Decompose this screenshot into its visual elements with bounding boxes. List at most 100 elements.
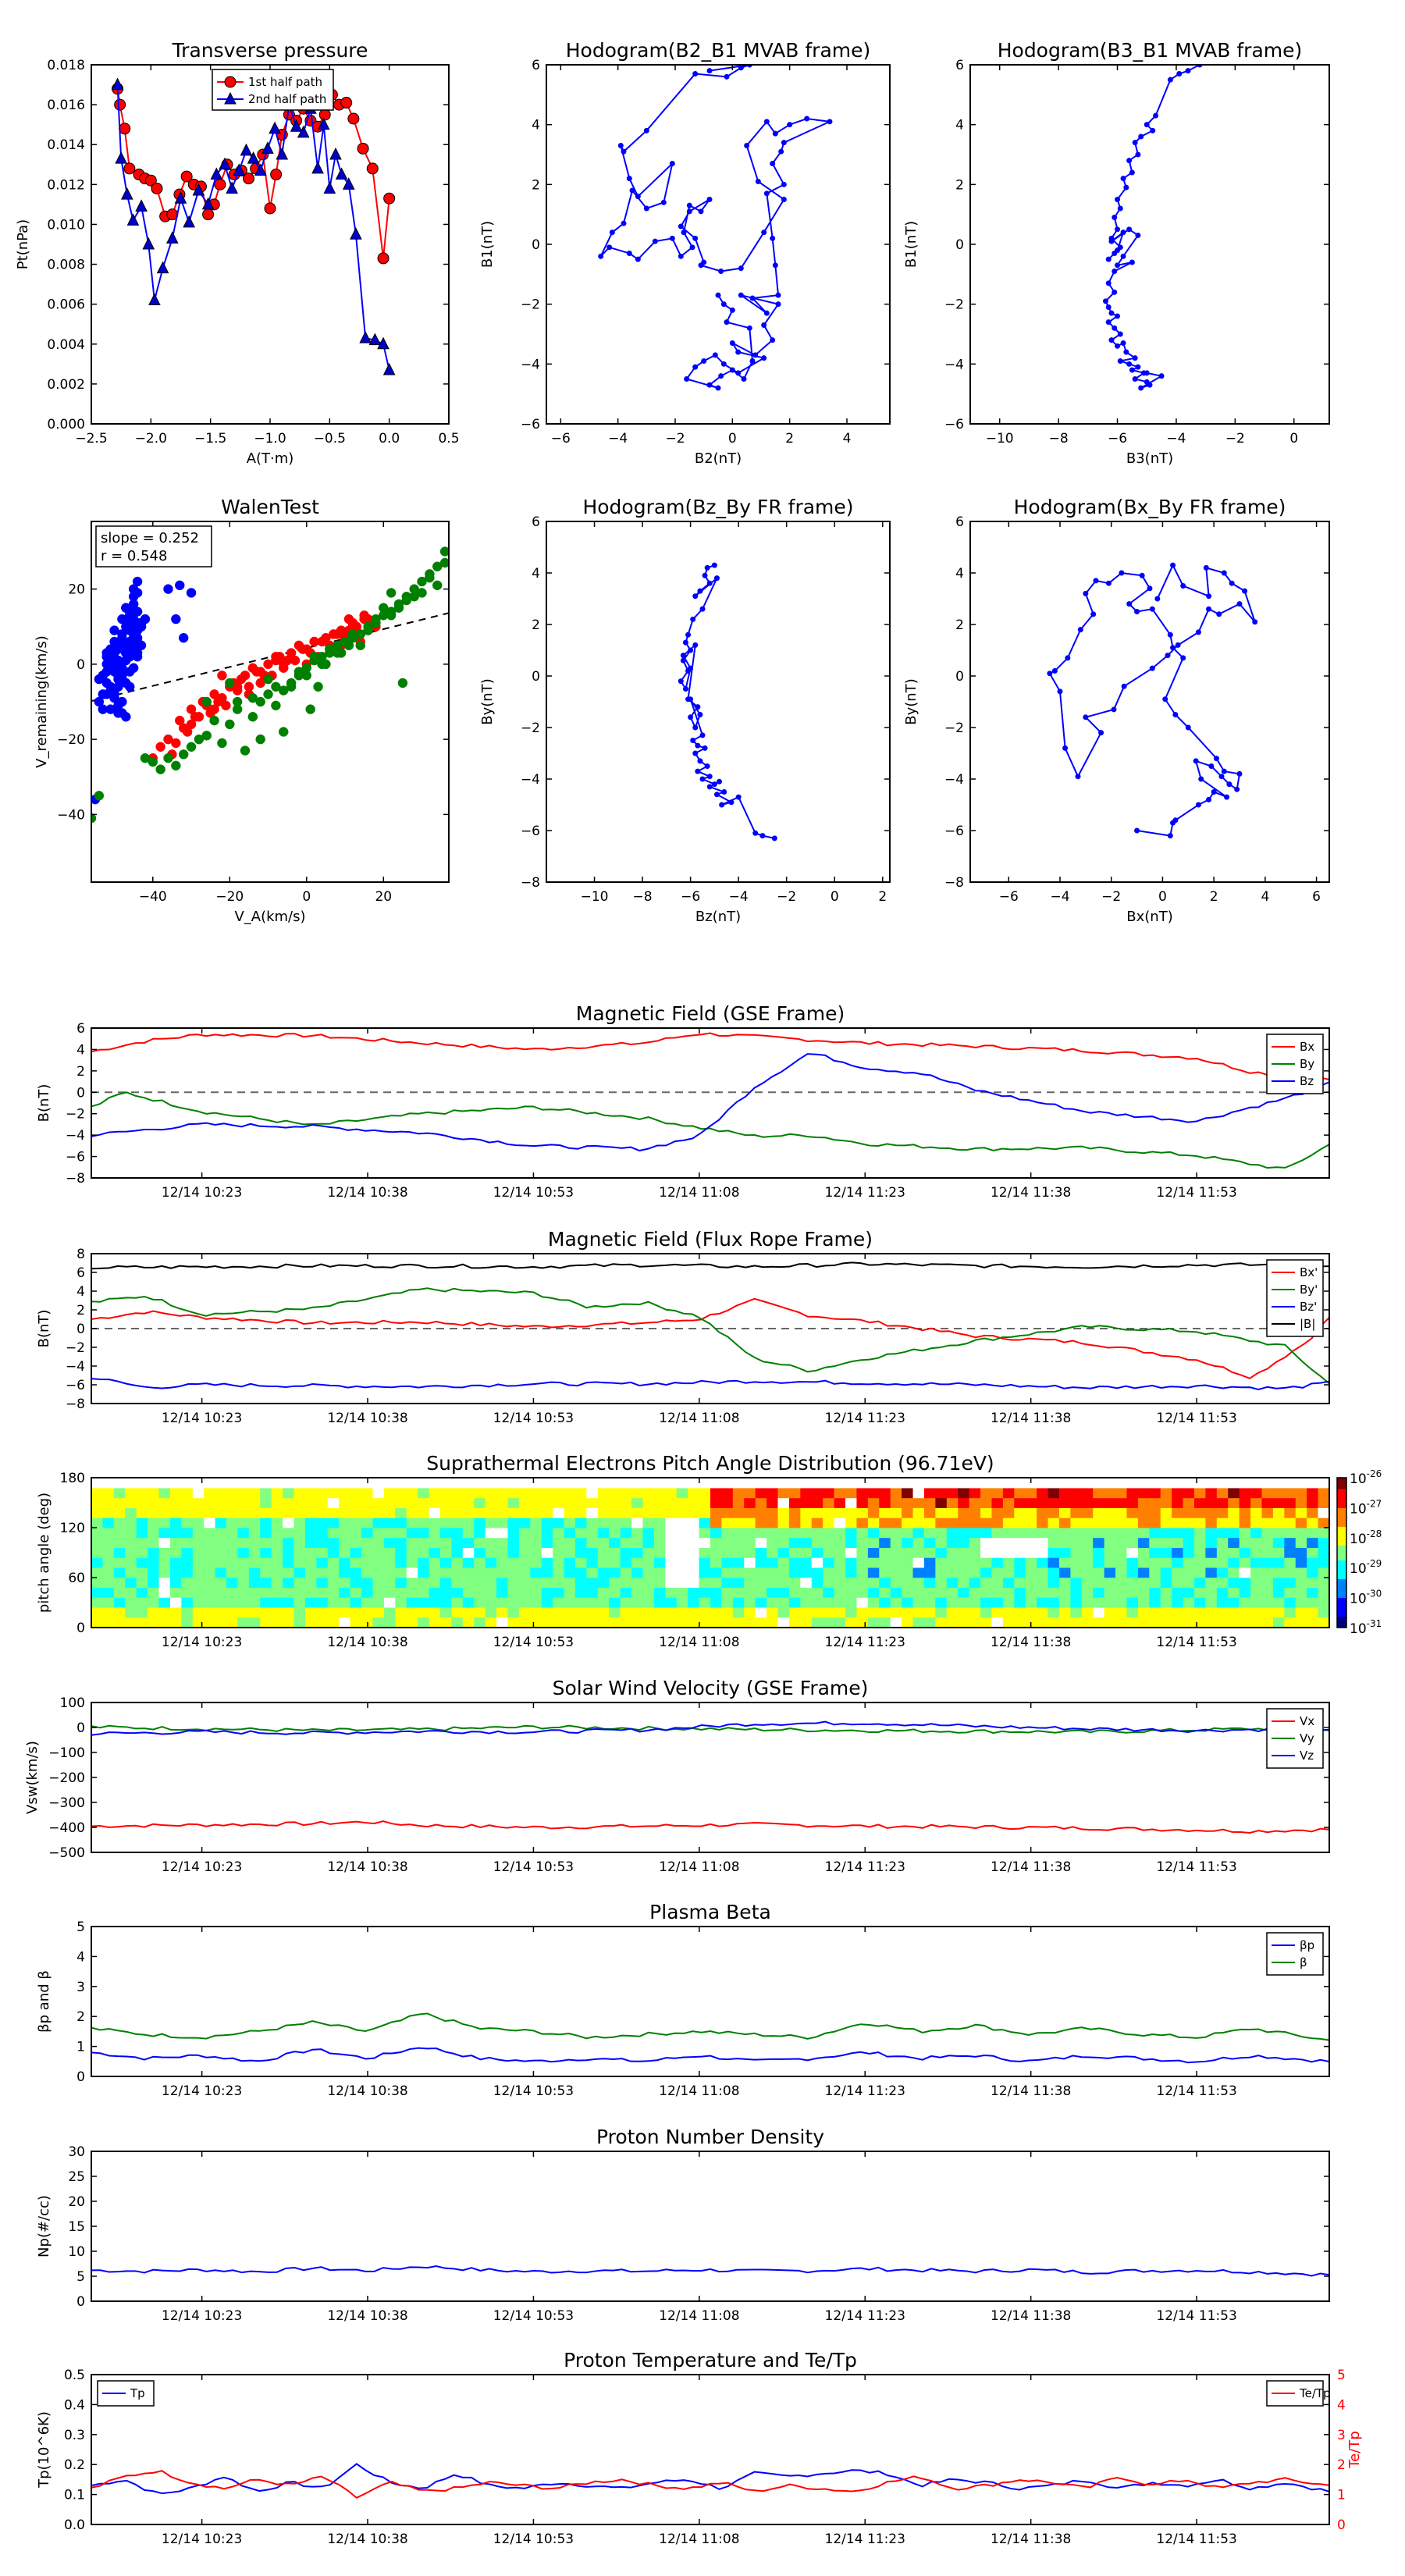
data-point bbox=[1185, 724, 1191, 731]
data-point bbox=[1132, 376, 1138, 382]
heat-cell bbox=[181, 1578, 194, 1589]
y-axis-label: B1(nT) bbox=[903, 221, 919, 268]
heat-cell bbox=[1160, 1597, 1172, 1609]
x-axis-label: Bz(nT) bbox=[695, 909, 741, 925]
heat-cell bbox=[653, 1607, 666, 1618]
heat-cell bbox=[507, 1557, 520, 1569]
heat-cell bbox=[800, 1597, 813, 1609]
data-point bbox=[1135, 364, 1141, 370]
heat-cell bbox=[372, 1507, 385, 1519]
colorbar-cell bbox=[1337, 1564, 1346, 1568]
legend-label: βp bbox=[1300, 1938, 1314, 1952]
data-point bbox=[643, 127, 649, 133]
heat-cell bbox=[372, 1587, 385, 1599]
colorbar-cell bbox=[1337, 1601, 1346, 1606]
heat-cell bbox=[462, 1567, 475, 1578]
chart-wt: WalenTest−40 −20 0 20−40−20020V_A(km/s)V_re… bbox=[34, 496, 450, 925]
heat-cell bbox=[226, 1538, 239, 1549]
data-point bbox=[309, 636, 319, 647]
heat-cell bbox=[553, 1488, 565, 1499]
heat-cell bbox=[541, 1507, 553, 1519]
heat-cell bbox=[158, 1567, 171, 1578]
data-point bbox=[621, 148, 627, 155]
heat-cell bbox=[226, 1528, 239, 1539]
data-point bbox=[247, 151, 260, 164]
data-point bbox=[755, 179, 761, 184]
heat-cell bbox=[237, 1528, 250, 1539]
heat-cell bbox=[902, 1517, 914, 1529]
heat-cell bbox=[811, 1538, 823, 1549]
heat-cell bbox=[507, 1547, 520, 1559]
data-point bbox=[366, 162, 379, 175]
heat-cell bbox=[1104, 1617, 1116, 1628]
heat-cell bbox=[553, 1607, 565, 1618]
heat-cell bbox=[609, 1538, 621, 1549]
heat-cell bbox=[1137, 1507, 1150, 1519]
heat-cell bbox=[811, 1617, 823, 1628]
heat-cell bbox=[1115, 1507, 1128, 1519]
heat-cell bbox=[237, 1617, 250, 1628]
x-axis-label: V_A(km/s) bbox=[234, 909, 305, 925]
heat-cell bbox=[1172, 1547, 1184, 1559]
data-point bbox=[132, 576, 143, 587]
heat-cell bbox=[136, 1488, 148, 1499]
heat-cell bbox=[800, 1578, 813, 1589]
y-tick-label: 0.006 bbox=[47, 297, 85, 313]
heat-cell bbox=[148, 1578, 160, 1589]
heat-cell bbox=[339, 1498, 351, 1509]
heat-cell bbox=[113, 1528, 126, 1539]
heat-cell bbox=[496, 1547, 509, 1559]
heat-cell bbox=[1250, 1567, 1263, 1578]
heat-cell bbox=[1137, 1488, 1150, 1499]
heat-cell bbox=[767, 1498, 779, 1509]
heat-cell bbox=[856, 1607, 869, 1618]
heat-cell bbox=[744, 1597, 756, 1609]
heat-cell bbox=[350, 1547, 362, 1559]
y-tick-label: −2 bbox=[521, 297, 540, 313]
data-point bbox=[598, 253, 604, 259]
heat-cell bbox=[541, 1517, 553, 1529]
data-point bbox=[689, 244, 695, 251]
data-point bbox=[335, 167, 348, 180]
heat-cell bbox=[181, 1528, 194, 1539]
heat-cell bbox=[586, 1517, 599, 1529]
heat-cell bbox=[283, 1538, 295, 1549]
heat-cell bbox=[969, 1488, 981, 1499]
data-point bbox=[271, 700, 281, 711]
data-point bbox=[763, 190, 770, 197]
y-tick-label: 6 bbox=[76, 1265, 85, 1281]
heat-cell bbox=[1193, 1578, 1206, 1589]
heat-cell bbox=[609, 1578, 621, 1589]
heat-cell bbox=[530, 1507, 542, 1519]
heat-cell bbox=[283, 1587, 295, 1599]
heat-cell bbox=[1104, 1528, 1116, 1539]
heat-cell bbox=[902, 1587, 914, 1599]
x-tick-label: 12/14 11:38 bbox=[991, 1635, 1071, 1650]
heat-cell bbox=[350, 1617, 362, 1628]
data-point bbox=[688, 647, 694, 653]
data-point bbox=[171, 760, 181, 771]
colorbar-cell bbox=[1337, 1560, 1346, 1564]
y-tick-label: −6 bbox=[521, 417, 540, 432]
colorbar-cell bbox=[1337, 1582, 1346, 1587]
heat-cell bbox=[1037, 1517, 1049, 1529]
x-tick-label: 12/14 11:08 bbox=[659, 1859, 739, 1875]
heat-cell bbox=[1216, 1528, 1229, 1539]
heat-cell bbox=[867, 1517, 880, 1529]
heat-cell bbox=[1149, 1547, 1161, 1559]
heat-cell bbox=[777, 1597, 790, 1609]
heat-cell bbox=[744, 1617, 756, 1628]
heat-cell bbox=[91, 1557, 104, 1569]
data-point bbox=[109, 667, 119, 677]
heat-cell bbox=[192, 1517, 205, 1529]
heat-cell bbox=[518, 1557, 531, 1569]
heat-cell bbox=[1318, 1547, 1330, 1559]
heat-cell bbox=[653, 1528, 666, 1539]
heat-cell bbox=[293, 1547, 306, 1559]
colorbar-cell bbox=[1337, 1545, 1346, 1550]
data-point bbox=[1135, 233, 1141, 238]
x-tick-label: 12/14 10:53 bbox=[493, 1185, 574, 1201]
series-line-Vy bbox=[91, 1724, 1329, 1735]
data-point bbox=[1206, 606, 1212, 612]
heat-cell bbox=[496, 1507, 509, 1519]
